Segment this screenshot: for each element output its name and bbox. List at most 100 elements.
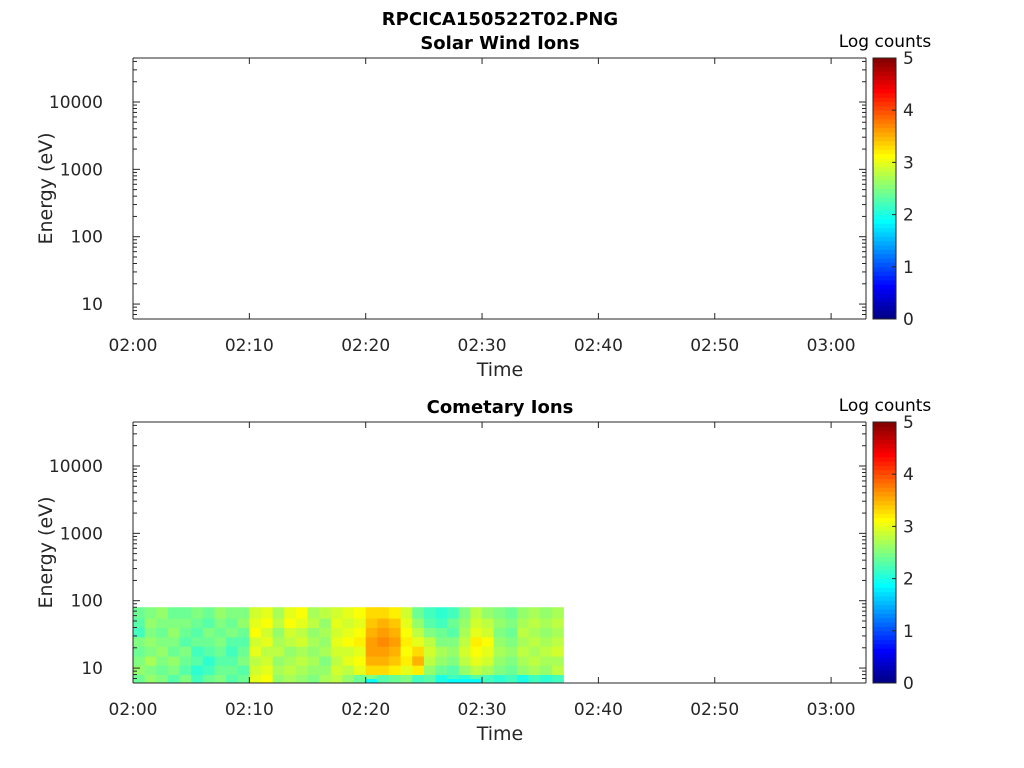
colorbar-segment xyxy=(873,71,896,76)
colorbar-segment xyxy=(873,240,896,246)
heatmap-cell xyxy=(133,636,146,647)
heatmap-cell xyxy=(423,646,436,657)
heatmap-cell xyxy=(214,646,227,657)
colorbar-label: Log counts xyxy=(839,396,932,416)
heatmap-cell xyxy=(144,674,157,684)
x-tick-label: 03:00 xyxy=(807,336,856,356)
heatmap-cell xyxy=(272,636,285,647)
colorbar-segment xyxy=(873,171,896,176)
heatmap-cell xyxy=(516,618,529,628)
heatmap-cell xyxy=(540,665,553,675)
heatmap-cell xyxy=(505,656,518,666)
x-tick-label: 02:50 xyxy=(690,700,739,720)
heatmap-cell xyxy=(342,656,355,666)
heatmap-cell xyxy=(365,656,378,666)
colorbar-segment xyxy=(873,552,896,558)
heatmap-cell xyxy=(528,674,541,684)
colorbar-segment xyxy=(873,58,896,63)
heatmap-cell xyxy=(551,656,564,666)
heatmap-cell xyxy=(458,656,471,666)
colorbar-segment xyxy=(873,443,896,449)
heatmap-cell xyxy=(272,674,285,684)
heatmap-cell xyxy=(133,627,146,638)
heatmap-cell xyxy=(342,636,355,647)
heatmap-cell xyxy=(179,674,192,684)
heatmap-cell xyxy=(319,636,332,647)
x-tick-label: 02:10 xyxy=(225,700,274,720)
heatmap-cell xyxy=(551,646,564,657)
heatmap-cell xyxy=(144,646,157,657)
heatmap-cell xyxy=(388,636,401,647)
colorbar-segment xyxy=(873,526,896,532)
heatmap-cell xyxy=(435,636,448,647)
heatmap-cell xyxy=(191,665,204,675)
x-tick-label: 02:10 xyxy=(225,336,274,356)
colorbar-segment xyxy=(873,149,896,155)
heatmap-cell xyxy=(202,636,215,647)
heatmap-cell xyxy=(528,646,541,657)
heatmap-cell xyxy=(412,607,425,619)
heatmap-cell xyxy=(133,656,146,666)
heatmap-cell xyxy=(412,646,425,657)
heatmap-cell xyxy=(156,607,169,619)
heatmap-cell xyxy=(400,607,413,619)
heatmap-cell xyxy=(295,665,308,675)
colorbar-segment xyxy=(873,214,896,220)
colorbar-segment xyxy=(873,297,896,303)
colorbar-segment xyxy=(873,539,896,545)
heatmap-cell xyxy=(260,627,274,638)
heatmap-cell xyxy=(435,618,448,628)
heatmap-cell xyxy=(447,665,460,675)
heatmap-cell xyxy=(226,636,239,647)
colorbar-segment xyxy=(873,456,896,462)
heatmap-cell xyxy=(214,665,227,675)
colorbar-segment xyxy=(873,596,896,601)
heatmap-cell xyxy=(202,607,215,619)
colorbar-segment xyxy=(873,648,896,654)
heatmap-cell xyxy=(133,618,146,628)
heatmap-cell xyxy=(528,618,541,628)
heatmap-cell xyxy=(458,607,471,619)
colorbar-tick-label: 5 xyxy=(903,413,914,433)
colorbar-tick-label: 2 xyxy=(903,206,914,226)
heatmap-cell xyxy=(505,674,518,684)
colorbar-segment xyxy=(873,166,896,172)
colorbar-segment xyxy=(873,279,896,285)
heatmap-cell xyxy=(388,646,401,657)
y-axis-label: Energy (eV) xyxy=(35,496,57,608)
heatmap-cell xyxy=(493,656,506,666)
colorbar-segment xyxy=(873,426,896,432)
y-tick-label: 10 xyxy=(81,659,103,679)
heatmap-cell xyxy=(330,665,343,675)
heatmap-cell xyxy=(319,646,332,657)
heatmap-cell xyxy=(447,636,460,647)
heatmap-cell xyxy=(179,656,192,666)
heatmap-cell xyxy=(388,607,401,619)
heatmap-cell xyxy=(179,618,192,628)
heatmap-cell xyxy=(412,627,425,638)
heatmap-cell xyxy=(202,656,215,666)
heatmap-cell xyxy=(307,656,320,666)
heatmap-cell xyxy=(400,627,413,638)
colorbar-segment xyxy=(873,548,896,553)
colorbar-segment xyxy=(873,643,896,649)
heatmap-cell xyxy=(400,674,413,684)
heatmap-cell xyxy=(214,656,227,666)
heatmap-cell xyxy=(342,627,355,638)
heatmap-cell xyxy=(226,674,239,684)
colorbar-segment xyxy=(873,439,896,445)
heatmap-cell xyxy=(505,618,518,628)
heatmap-cell xyxy=(435,646,448,657)
colorbar-segment xyxy=(873,153,896,159)
heatmap-cell xyxy=(156,674,169,684)
heatmap-cell xyxy=(260,646,274,657)
heatmap-cell xyxy=(272,618,285,628)
heatmap-cell xyxy=(493,607,506,619)
colorbar-segment xyxy=(873,422,896,427)
heatmap-cell xyxy=(342,674,355,684)
heatmap-cell xyxy=(482,618,495,628)
panel-title: Cometary Ions xyxy=(427,397,574,418)
heatmap-cell xyxy=(470,674,483,684)
